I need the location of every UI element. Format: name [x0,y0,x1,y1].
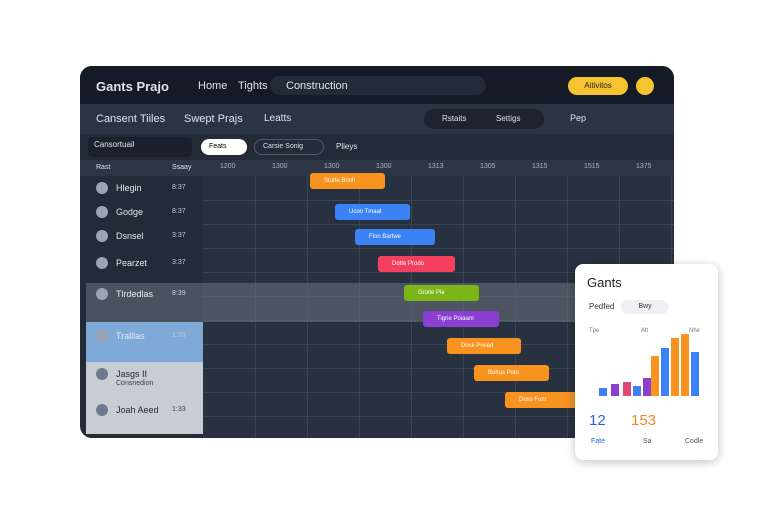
chip[interactable]: Feats [201,139,247,155]
settings: Settigs [496,114,521,123]
mini-bar [623,382,631,396]
mini-bar [691,352,699,396]
view[interactable]: Leatts [264,113,292,124]
search-box[interactable]: Construction [270,76,486,95]
row-name[interactable]: Hlegin [116,183,142,193]
column-header: Ssaay [172,164,192,171]
card-select[interactable]: Bwy [621,300,669,314]
task-bar[interactable]: Bolrus Poto [474,365,549,381]
mini-bar [611,384,619,396]
nav-link[interactable]: Home [198,80,228,92]
search-field[interactable]: Cansortuail [88,137,192,157]
app-title: Gants Prajo [96,79,169,94]
task-bar[interactable]: Flon Bartwe [355,229,435,245]
grid-line [203,344,674,345]
toolbar: Cansent Tiiles Swept Prajs Leatts Rstait… [80,104,674,134]
row-name[interactable]: Tralllas [116,331,145,341]
row-icon [96,257,108,269]
timeline-label: 1305 [480,163,496,170]
row-value: Consnedion [116,380,154,387]
task-bar[interactable]: Dotte Prodo [378,256,455,272]
filter: Rstaits [442,114,467,123]
row-name[interactable]: Joah Aeed [116,405,159,415]
grid-line [203,272,674,273]
mini-bar [671,338,679,396]
nav-link[interactable]: Tights [238,80,268,92]
filter-group[interactable]: Rstaits Settigs [424,109,544,129]
sort-chip[interactable]: Carsie Sonig [254,139,324,155]
axis-label: Tpe [589,328,600,334]
timeline-label: 1300 [272,163,288,170]
timeline-label: 1300 [324,163,340,170]
task-bar[interactable]: Dosk Pnsed [447,338,521,354]
task-bar[interactable]: Tigrie Poiaam [423,311,499,327]
card-title: Gants [587,275,622,290]
axis-label: Nhe [689,328,701,334]
grid-line [203,224,674,225]
row-icon [96,368,108,380]
grid-line [203,200,674,201]
axis-label: Alt [641,328,649,334]
action-button[interactable]: Aitivitos [568,77,628,95]
card-footer: Fate [591,438,606,445]
row-name[interactable]: Jasgs II [116,369,148,379]
timeline-label: 1315 [532,163,548,170]
timeline-label: 1375 [636,163,652,170]
header: Gants Prajo Home Tights Construction Ait… [80,66,674,104]
row-selected[interactable] [86,322,203,362]
card-tab[interactable]: Pedfed [589,302,615,311]
row-icon [96,182,108,194]
row-value: 8:37 [172,208,186,215]
row-value: 3:37 [172,259,186,266]
row-name[interactable]: Dsnsel [116,231,144,241]
grid-line [203,416,674,417]
row-value: 8:37 [172,184,186,191]
row-value: 1:33 [172,406,186,413]
row-value: 8:39 [172,290,186,297]
mini-bar [633,386,641,396]
mini-bar [599,388,607,396]
search-label: Cansortuail [94,140,135,149]
timeline-label: 1300 [376,163,392,170]
card-footer: Sa [643,438,652,445]
plays[interactable]: Plieys [336,142,358,151]
timeline-label: 1515 [584,163,600,170]
stat: 12 [589,412,606,429]
summary-card: Gants Pedfed Bwy Tpe Alt Nhe 12 153 Fate… [575,264,718,460]
grid-line [203,392,674,393]
people[interactable]: Pep [570,113,587,123]
row-name[interactable]: Godge [116,207,144,217]
task-bar[interactable]: Ucoo Tmaat [335,204,410,220]
table-header: Rast Ssaay 1200 1300 1300 1300 1313 1305 1315 1… [80,160,674,176]
row-name[interactable]: Pearzet [116,258,148,268]
row-value: 1:33 [172,332,186,339]
card-footer: Codle [685,438,704,445]
row-icon [96,404,108,416]
mini-bar [651,356,659,396]
mini-bar [661,348,669,396]
timeline-label: 1200 [220,163,236,170]
column-header: Rast [96,164,111,171]
row-icon [96,206,108,218]
project[interactable]: Swept Prajs [184,113,243,125]
mini-bar [681,334,689,396]
row-name[interactable]: Tlrdedlas [116,289,154,299]
task-bar[interactable]: Grotle Ple [404,285,479,301]
task-bar[interactable]: Sturle Bnnh [310,173,385,189]
row-icon [96,230,108,242]
grid-line [203,368,674,369]
search-text: Construction [286,80,348,92]
avatar[interactable] [636,77,654,95]
timeline-label: 1313 [428,163,444,170]
mini-bar [643,378,651,396]
row-icon [96,288,108,300]
task-bar[interactable]: Doss Fom [505,392,578,408]
toolbar-title: Cansent Tiiles [96,113,166,125]
row-icon [96,330,108,342]
row-value: 3:37 [172,232,186,239]
stat: 153 [631,412,657,429]
grid-line [203,248,674,249]
